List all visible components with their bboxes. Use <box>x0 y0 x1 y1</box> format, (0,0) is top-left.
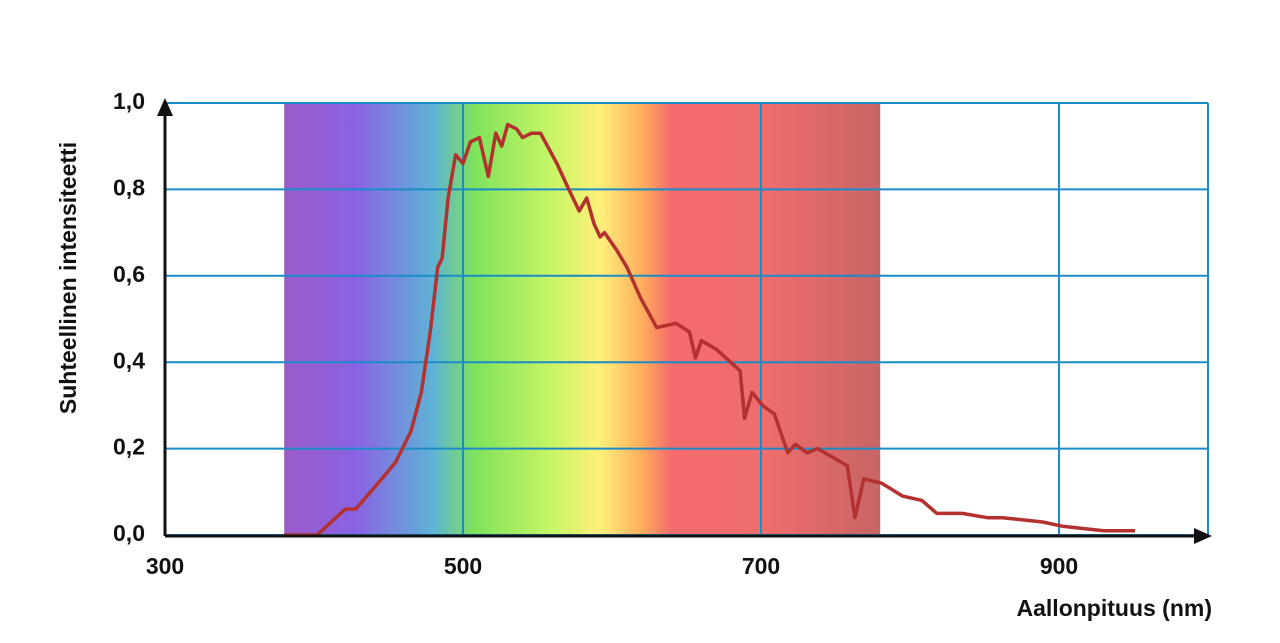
y-tick-label: 0,4 <box>113 347 145 373</box>
x-tick-label: 900 <box>1040 553 1078 579</box>
x-tick-label: 700 <box>742 553 780 579</box>
y-axis-label: Suhteellinen intensiteetti <box>55 142 81 414</box>
y-tick-label: 0,6 <box>113 261 145 287</box>
y-tick-label: 1,0 <box>113 88 145 114</box>
y-tick-label: 0,2 <box>113 434 145 460</box>
spectrum-curve <box>284 122 1135 537</box>
x-tick-label: 500 <box>444 553 482 579</box>
visible-spectrum <box>284 103 881 535</box>
x-tick-label: 300 <box>146 553 184 579</box>
x-axis-label: Aallonpituus (nm) <box>1017 595 1212 621</box>
y-axis-arrow <box>157 98 173 116</box>
y-tick-label: 0,8 <box>113 174 145 200</box>
x-axis-arrow <box>1194 528 1212 544</box>
y-tick-label: 0,0 <box>113 520 145 546</box>
